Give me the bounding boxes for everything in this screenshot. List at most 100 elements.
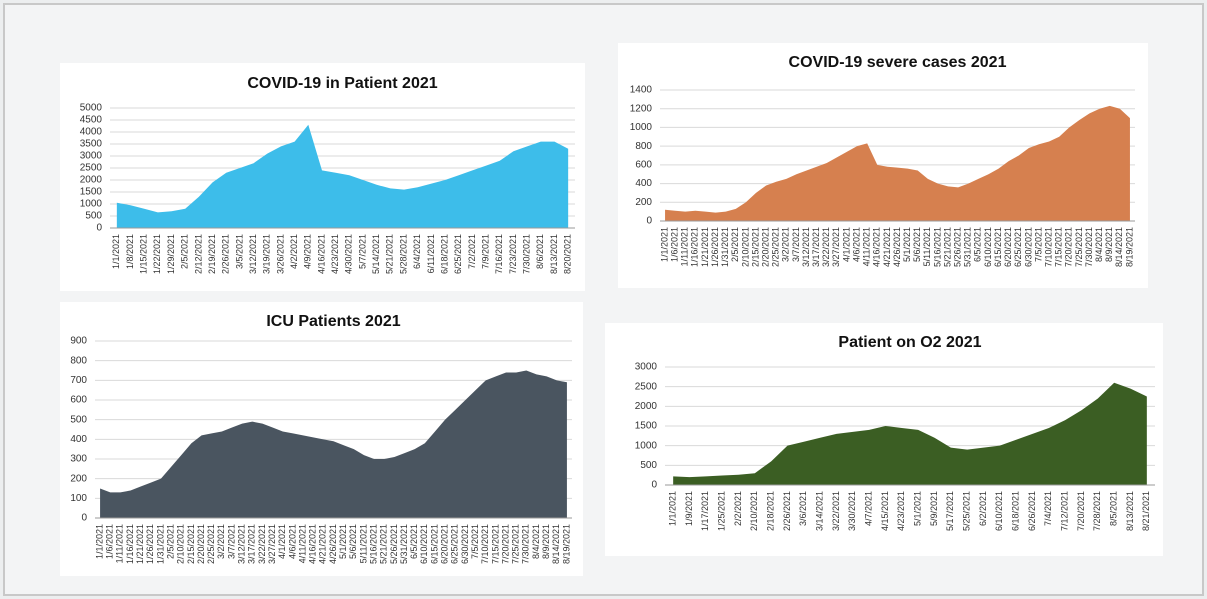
x-tick-label: 3/19/2021 <box>262 234 272 274</box>
area <box>116 124 569 228</box>
x-tick-label: 8/4/2021 <box>1094 227 1104 262</box>
x-tick-label: 2/25/2021 <box>206 524 216 564</box>
x-tick-label: 6/30/2021 <box>460 524 470 564</box>
x-tick-label: 7/2/2021 <box>467 234 477 269</box>
y-tick-label: 0 <box>96 223 102 234</box>
y-tick-label: 800 <box>635 141 652 152</box>
chart-title: COVID-19 in Patient 2021 <box>247 75 437 92</box>
x-tick-label: 6/4/2021 <box>412 234 422 269</box>
x-tick-label: 7/20/2021 <box>1064 227 1074 267</box>
x-tick-label: 1/22/2021 <box>152 234 162 274</box>
x-tick-label: 6/2/2021 <box>978 491 988 526</box>
x-tick-label: 3/30/2021 <box>847 491 857 531</box>
x-tick-label: 2/25/2021 <box>771 227 781 267</box>
x-tick-label: 4/23/2021 <box>330 234 340 274</box>
x-tick-label: 3/26/2021 <box>275 234 285 274</box>
area <box>673 382 1147 485</box>
x-tick-label: 3/17/2021 <box>247 524 257 564</box>
x-tick-label: 3/6/2021 <box>798 491 808 526</box>
x-tick-label: 3/7/2021 <box>226 524 236 559</box>
x-tick-label: 6/26/2021 <box>1027 491 1037 531</box>
x-tick-label: 3/22/2021 <box>821 227 831 267</box>
x-tick-label: 4/11/2021 <box>862 227 872 266</box>
x-tick-label: 2/10/2021 <box>176 524 186 564</box>
x-tick-label: 5/17/2021 <box>945 491 955 531</box>
y-tick-label: 3000 <box>80 151 103 162</box>
y-tick-label: 1400 <box>630 85 653 96</box>
x-tick-label: 5/11/2021 <box>922 227 932 266</box>
x-tick-label: 2/20/2021 <box>196 524 206 564</box>
x-tick-label: 1/17/2021 <box>700 491 710 531</box>
x-tick-label: 3/12/2021 <box>248 234 258 274</box>
y-tick-label: 1500 <box>80 187 103 198</box>
x-tick-label: 8/9/2021 <box>541 524 551 559</box>
y-tick-label: 2000 <box>80 175 103 186</box>
x-tick-label: 6/20/2021 <box>440 524 450 564</box>
y-tick-label: 1200 <box>630 103 653 114</box>
x-tick-label: 6/18/2021 <box>1011 491 1021 531</box>
x-tick-label: 1/31/2021 <box>720 227 730 267</box>
x-tick-label: 5/26/2021 <box>389 524 399 564</box>
x-tick-label: 8/19/2021 <box>1124 227 1134 267</box>
x-tick-label: 7/20/2021 <box>1076 491 1086 531</box>
x-tick-label: 1/11/2021 <box>115 524 125 563</box>
x-tick-label: 7/20/2021 <box>500 524 510 564</box>
x-tick-label: 7/12/2021 <box>1060 491 1070 531</box>
x-tick-label: 5/25/2021 <box>962 491 972 531</box>
x-tick-label: 2/26/2021 <box>221 234 231 274</box>
y-tick-label: 2500 <box>80 163 103 174</box>
x-tick-label: 7/30/2021 <box>521 524 531 564</box>
x-tick-label: 5/21/2021 <box>385 234 395 274</box>
x-tick-label: 4/30/2021 <box>344 234 354 274</box>
x-tick-label: 5/11/2021 <box>358 524 368 563</box>
x-tick-label: 1/29/2021 <box>166 234 176 274</box>
x-tick-label: 3/27/2021 <box>831 227 841 267</box>
x-tick-label: 7/30/2021 <box>522 234 532 274</box>
x-tick-label: 7/9/2021 <box>480 234 490 269</box>
y-tick-label: 400 <box>635 178 652 189</box>
y-tick-label: 400 <box>70 434 87 445</box>
x-tick-label: 7/4/2021 <box>1043 491 1053 526</box>
x-tick-label: 4/11/2021 <box>297 524 307 563</box>
x-tick-label: 4/16/2021 <box>872 227 882 267</box>
y-tick-label: 3000 <box>635 362 658 373</box>
y-tick-label: 500 <box>640 460 657 471</box>
x-tick-label: 8/9/2021 <box>1104 227 1114 262</box>
x-tick-label: 7/23/2021 <box>508 234 518 274</box>
x-tick-label: 6/15/2021 <box>993 227 1003 267</box>
x-tick-label: 2/5/2021 <box>730 227 740 262</box>
x-tick-label: 4/6/2021 <box>287 524 297 559</box>
x-tick-label: 4/9/2021 <box>303 234 313 269</box>
x-tick-label: 8/4/2021 <box>531 524 541 559</box>
y-tick-label: 600 <box>635 159 652 170</box>
y-tick-label: 300 <box>70 454 87 465</box>
x-tick-label: 1/26/2021 <box>710 227 720 267</box>
x-tick-label: 2/10/2021 <box>740 227 750 267</box>
x-tick-label: 5/31/2021 <box>963 227 973 267</box>
x-tick-label: 2/18/2021 <box>766 491 776 531</box>
x-tick-label: 2/20/2021 <box>760 227 770 267</box>
y-tick-label: 4500 <box>80 115 103 126</box>
x-tick-label: 4/16/2021 <box>316 234 326 274</box>
x-tick-label: 7/10/2021 <box>480 524 490 564</box>
y-tick-label: 800 <box>70 355 87 366</box>
area <box>100 370 567 518</box>
x-tick-label: 3/2/2021 <box>781 227 791 262</box>
x-tick-label: 5/6/2021 <box>912 227 922 262</box>
x-tick-label: 6/20/2021 <box>1003 227 1013 267</box>
x-tick-label: 5/9/2021 <box>929 491 939 526</box>
x-tick-label: 1/6/2021 <box>105 524 115 559</box>
y-tick-label: 100 <box>70 493 87 504</box>
x-tick-label: 3/7/2021 <box>791 227 801 262</box>
x-tick-label: 2/12/2021 <box>193 234 203 274</box>
x-tick-label: 3/14/2021 <box>815 491 825 531</box>
x-tick-label: 6/25/2021 <box>1013 227 1023 267</box>
x-tick-label: 3/12/2021 <box>237 524 247 564</box>
x-tick-label: 2/26/2021 <box>782 491 792 531</box>
x-tick-label: 1/26/2021 <box>145 524 155 564</box>
x-tick-label: 1/31/2021 <box>155 524 165 564</box>
x-tick-label: 6/10/2021 <box>419 524 429 564</box>
x-tick-label: 2/15/2021 <box>186 524 196 564</box>
y-tick-label: 0 <box>651 480 657 491</box>
